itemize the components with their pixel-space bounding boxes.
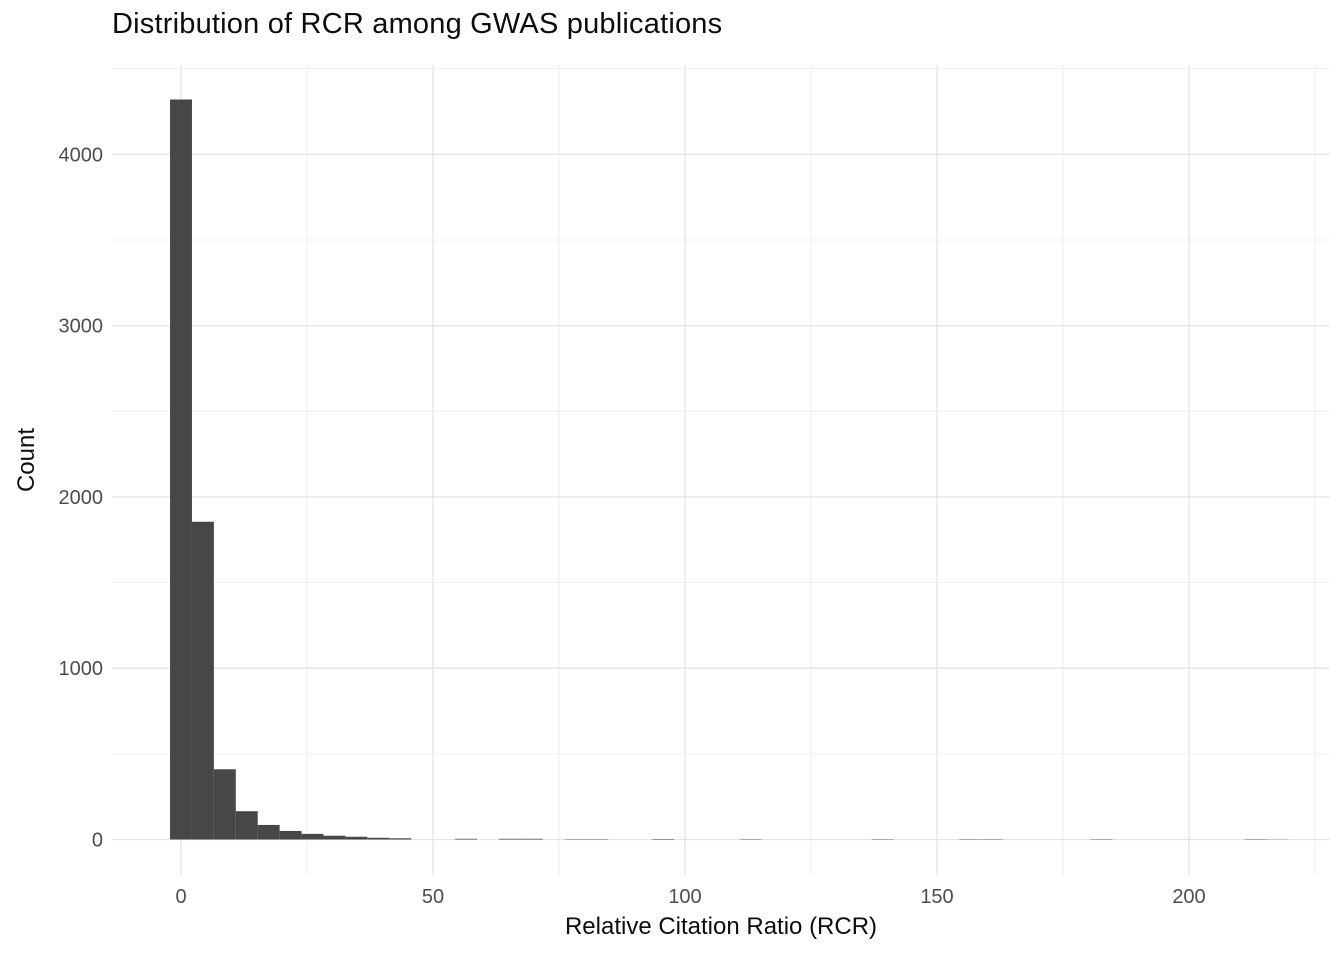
x-tick-label: 100 bbox=[668, 886, 701, 908]
y-tick-label: 4000 bbox=[59, 144, 104, 166]
histogram-bar bbox=[213, 769, 236, 840]
major-gridlines bbox=[112, 65, 1330, 876]
minor-gridlines bbox=[112, 65, 1330, 876]
chart-title: Distribution of RCR among GWAS publicati… bbox=[112, 8, 723, 40]
y-tick-label: 0 bbox=[92, 830, 103, 852]
x-tick-label: 0 bbox=[175, 886, 186, 908]
x-tick-label: 200 bbox=[1172, 886, 1205, 908]
y-tick-label: 1000 bbox=[59, 658, 104, 680]
y-axis-tick-labels: 0 1000 2000 3000 4000 bbox=[59, 144, 104, 851]
x-axis-tick-labels: 0 50 100 150 200 bbox=[175, 886, 1205, 908]
histogram-bar bbox=[170, 99, 192, 840]
histogram-bar bbox=[279, 830, 302, 840]
histogram-bar bbox=[257, 824, 280, 840]
histogram-bar bbox=[520, 838, 543, 840]
y-axis-title: Count bbox=[13, 427, 40, 493]
histogram-bar bbox=[652, 838, 675, 840]
histogram-bar bbox=[235, 811, 258, 840]
x-tick-label: 50 bbox=[422, 886, 444, 908]
histogram-bar bbox=[345, 836, 368, 840]
histogram-bar bbox=[498, 838, 521, 840]
y-tick-label: 3000 bbox=[59, 316, 104, 338]
histogram-bar bbox=[301, 833, 324, 840]
y-tick-label: 2000 bbox=[59, 487, 104, 509]
x-axis-title: Relative Citation Ratio (RCR) bbox=[564, 913, 878, 940]
histogram-bars bbox=[170, 99, 1289, 840]
histogram-bar bbox=[455, 838, 477, 840]
histogram-bar bbox=[389, 838, 412, 840]
histogram-bar bbox=[191, 521, 214, 840]
histogram-bar bbox=[323, 835, 346, 840]
histogram-bar bbox=[367, 837, 390, 840]
x-tick-label: 150 bbox=[920, 886, 953, 908]
